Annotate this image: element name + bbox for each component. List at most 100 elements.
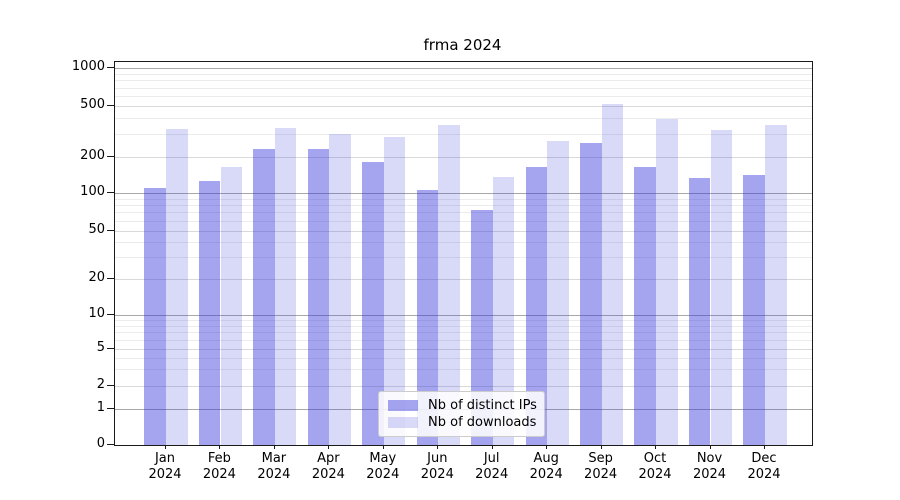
y-axis-tick bbox=[107, 385, 114, 386]
plot-area bbox=[114, 61, 813, 446]
y-axis-tick bbox=[107, 192, 114, 194]
y-axis-tick bbox=[107, 105, 114, 106]
gridline-minor bbox=[115, 199, 812, 200]
x-axis-tick bbox=[546, 445, 548, 449]
legend-item-downloads: Nb of downloads bbox=[388, 414, 537, 431]
y-axis-tick-label: 50 bbox=[88, 221, 105, 237]
y-axis-tick-label: 10 bbox=[88, 306, 105, 321]
bar-distinct-ips-feb bbox=[198, 181, 221, 445]
y-axis-tick bbox=[107, 155, 114, 157]
x-axis-month-label: Feb 2024 bbox=[187, 451, 251, 483]
x-axis-tick bbox=[764, 445, 765, 449]
bar-downloads-jul bbox=[492, 177, 515, 445]
month-name: Mar bbox=[261, 451, 287, 466]
month-year: 2024 bbox=[692, 467, 727, 482]
gridline-minor bbox=[115, 242, 812, 244]
gridline-minor bbox=[115, 80, 812, 82]
gridline-minor bbox=[115, 118, 812, 120]
bar-distinct-ips-mar bbox=[253, 148, 275, 445]
y-axis-tick-label: 2 bbox=[96, 377, 105, 392]
gridline-minor bbox=[115, 74, 812, 75]
gridline-minor bbox=[115, 332, 812, 334]
bar-distinct-ips-jan bbox=[144, 188, 166, 445]
month-name: Feb bbox=[207, 451, 231, 466]
bar-downloads-may bbox=[383, 136, 406, 445]
y-axis-tick-label: 5 bbox=[96, 339, 105, 355]
month-name: Jan bbox=[154, 451, 176, 466]
x-axis-tick bbox=[600, 445, 602, 449]
x-axis-month-label: Jun 2024 bbox=[405, 451, 469, 483]
gridline-minor bbox=[115, 257, 812, 259]
legend-item-distinct-ips: Nb of distinct IPs bbox=[388, 397, 537, 414]
month-name: May bbox=[369, 451, 397, 466]
x-axis-tick bbox=[709, 445, 711, 449]
y-axis-tick-label: 1000 bbox=[71, 59, 105, 75]
gridline-minor bbox=[115, 369, 812, 371]
bar-distinct-ips-dec bbox=[743, 174, 765, 445]
month-name: Apr bbox=[317, 451, 340, 466]
x-axis-tick bbox=[437, 445, 439, 449]
month-name: Jul bbox=[483, 451, 500, 466]
y-axis-tick bbox=[107, 229, 114, 231]
x-axis-tick bbox=[491, 445, 493, 449]
y-axis-tick bbox=[107, 67, 114, 69]
legend: Nb of distinct IPs Nb of downloads bbox=[378, 391, 545, 437]
bar-downloads-mar bbox=[274, 127, 297, 445]
bar-downloads-jan bbox=[166, 128, 188, 445]
bar-downloads-dec bbox=[765, 125, 787, 445]
gridline-minor bbox=[115, 320, 812, 322]
x-axis-month-label: Mar 2024 bbox=[242, 451, 306, 483]
gridline-minor bbox=[115, 96, 812, 98]
bar-distinct-ips-jul bbox=[471, 209, 493, 445]
x-axis-tick bbox=[655, 445, 656, 449]
gridline-minor bbox=[115, 357, 812, 359]
x-axis-month-label: Oct 2024 bbox=[623, 451, 687, 483]
legend-swatch-downloads bbox=[388, 417, 418, 428]
bar-downloads-jun bbox=[438, 125, 460, 445]
gridline-major bbox=[115, 278, 812, 280]
bar-distinct-ips-jun bbox=[416, 190, 439, 445]
x-axis-tick bbox=[219, 445, 221, 449]
x-axis-month-label: Aug 2024 bbox=[514, 451, 578, 483]
gridline-major bbox=[115, 106, 812, 107]
y-axis-tick bbox=[107, 407, 114, 409]
month-name: Oct bbox=[643, 451, 667, 466]
y-axis-tick-label: 500 bbox=[80, 97, 105, 112]
bar-distinct-ips-oct bbox=[634, 166, 656, 445]
y-axis-tick-label: 20 bbox=[88, 269, 105, 285]
legend-label-downloads: Nb of downloads bbox=[428, 415, 537, 430]
bar-downloads-apr bbox=[329, 134, 351, 445]
gridline-minor bbox=[115, 212, 812, 214]
gridline-major bbox=[115, 348, 812, 350]
y-axis-tick bbox=[107, 314, 114, 315]
y-axis-tick-label: 0 bbox=[96, 436, 105, 452]
bar-distinct-ips-may bbox=[362, 162, 384, 445]
gridline-minor bbox=[115, 205, 812, 207]
gridline-major bbox=[115, 386, 812, 387]
x-axis-tick bbox=[382, 445, 384, 449]
x-axis-tick bbox=[328, 445, 330, 449]
gridline-major bbox=[115, 315, 812, 316]
gridline-minor bbox=[115, 339, 812, 341]
y-axis-tick bbox=[107, 347, 114, 349]
month-name: Dec bbox=[751, 451, 777, 466]
x-axis-month-label: Apr 2024 bbox=[296, 451, 360, 483]
gridline-major bbox=[115, 193, 812, 195]
gridline-major bbox=[115, 230, 812, 232]
month-year: 2024 bbox=[148, 467, 182, 482]
month-name: Nov bbox=[696, 451, 723, 466]
month-name: Sep bbox=[588, 451, 613, 466]
bar-distinct-ips-apr bbox=[307, 148, 330, 445]
month-year: 2024 bbox=[311, 467, 345, 482]
y-axis-tick-label: 100 bbox=[80, 184, 105, 200]
gridline-minor bbox=[115, 325, 812, 327]
bar-distinct-ips-sep bbox=[580, 143, 602, 445]
x-axis-tick bbox=[165, 445, 166, 449]
month-year: 2024 bbox=[202, 467, 236, 482]
month-year: 2024 bbox=[638, 467, 672, 482]
gridline-minor bbox=[115, 87, 812, 89]
month-year: 2024 bbox=[584, 467, 618, 482]
gridline-major bbox=[115, 156, 812, 158]
y-axis-tick bbox=[107, 277, 114, 279]
